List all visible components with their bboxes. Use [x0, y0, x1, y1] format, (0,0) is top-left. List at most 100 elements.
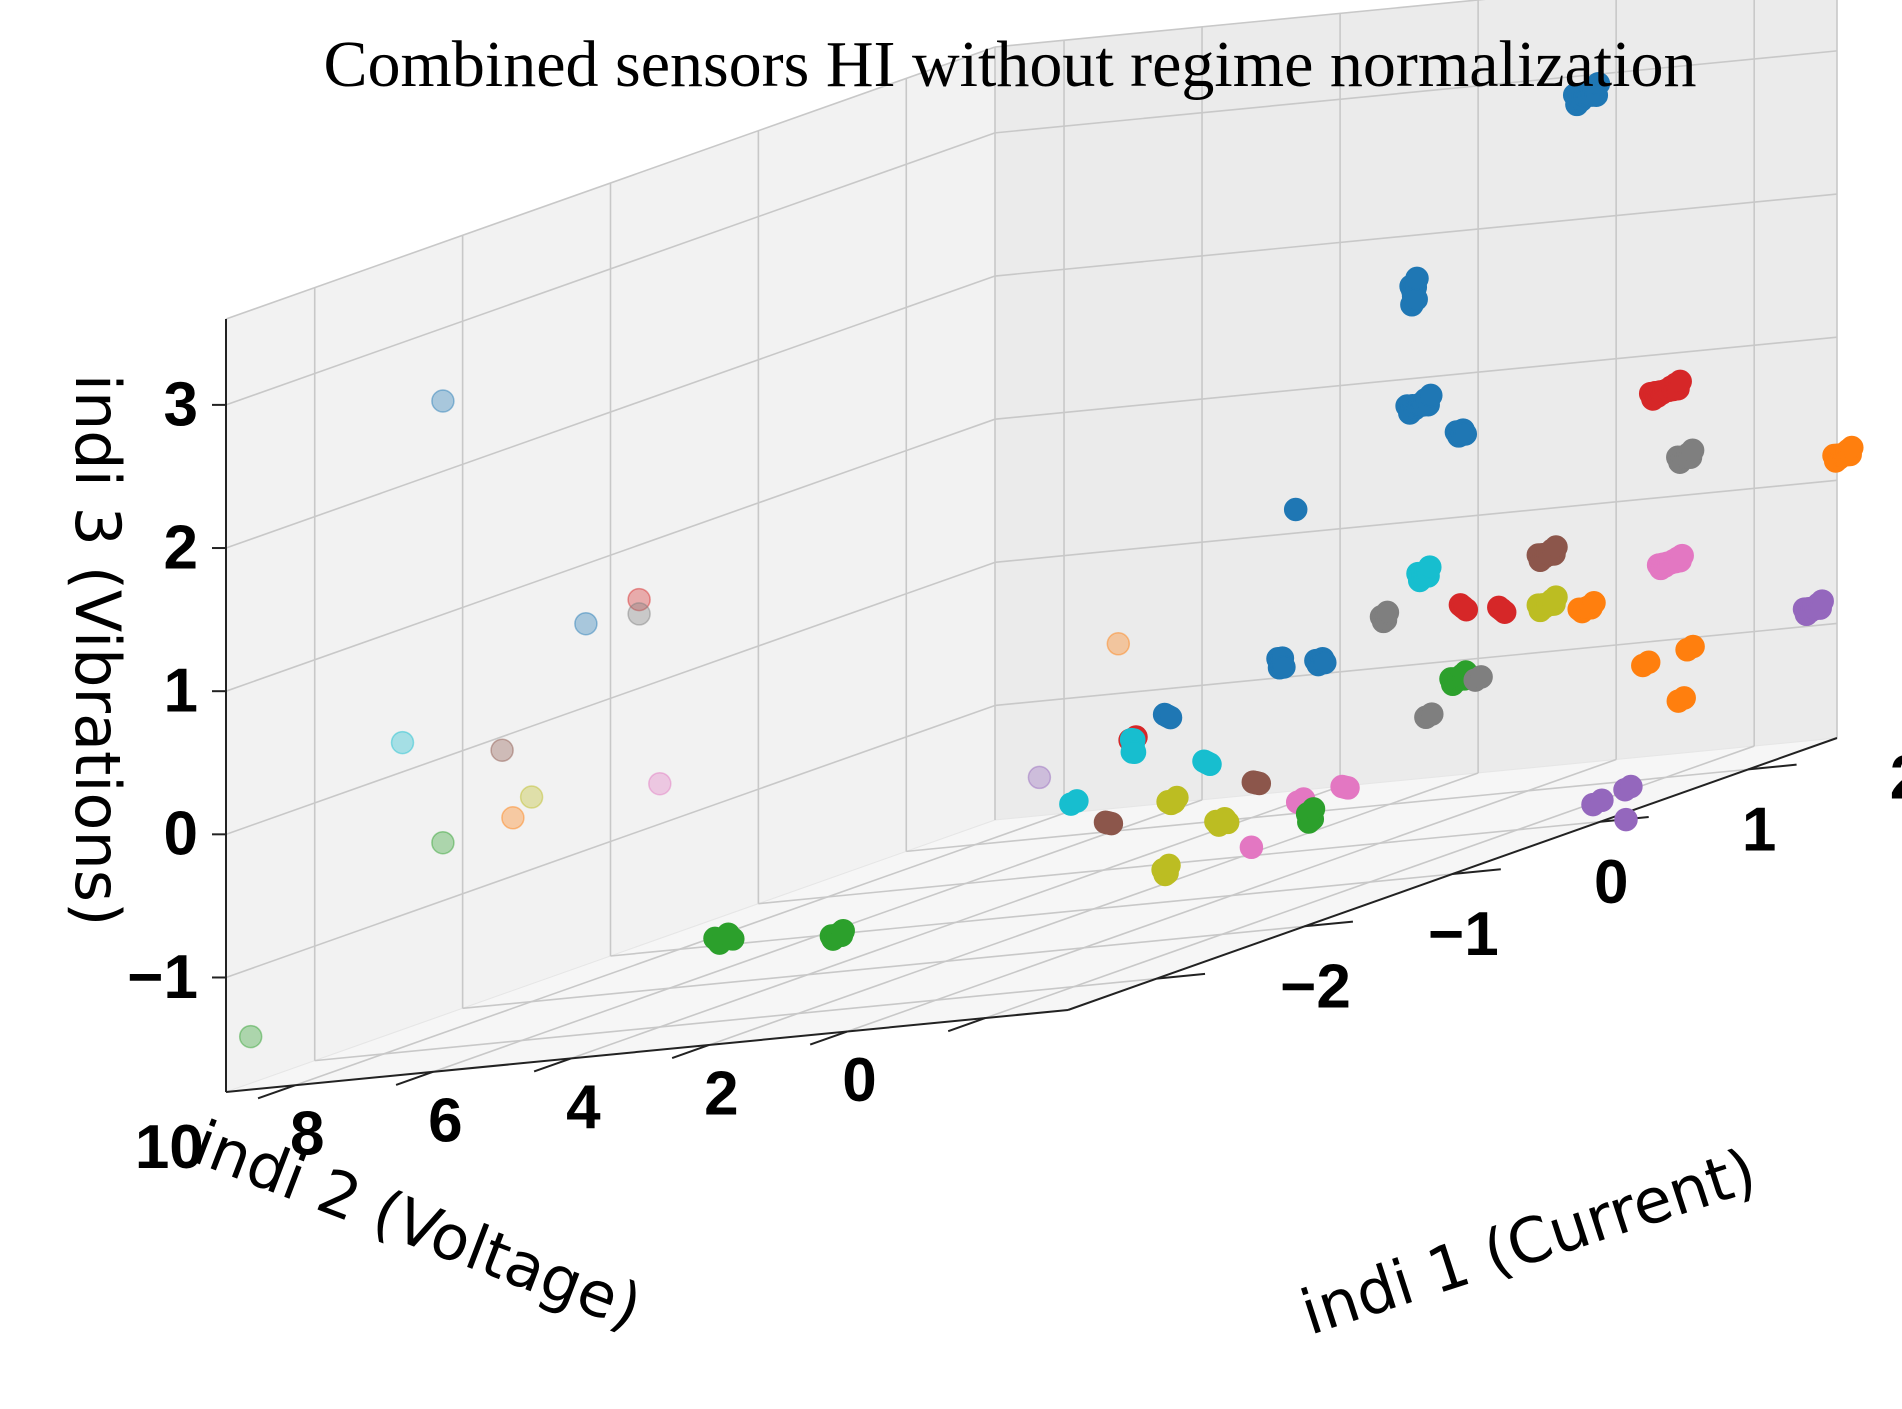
data-point-brown	[490, 738, 514, 762]
data-point-gray	[1680, 438, 1705, 463]
chart-title: Combined sensors HI without regime norma…	[324, 28, 1697, 101]
y-tick-mark	[395, 1070, 434, 1086]
grid-line-z-back-right	[994, 193, 1838, 277]
grid-line-z-back-right	[994, 50, 1838, 134]
data-point-pink	[648, 771, 672, 796]
grid-lines	[225, 0, 1838, 1092]
data-point-blue	[1272, 655, 1296, 679]
data-point-red	[627, 587, 651, 612]
data-point-red	[1454, 597, 1479, 622]
data-point-orange	[1582, 591, 1606, 615]
grid-line-y-floor	[432, 799, 1203, 1073]
data-point-purple	[1810, 589, 1834, 613]
data-point-blue	[1586, 71, 1611, 96]
x-tick-label: 2	[1890, 743, 1902, 812]
data-point-olive	[1544, 585, 1568, 609]
y-tick-label: 0	[842, 1046, 876, 1115]
y-tick-mark	[257, 1084, 296, 1100]
data-point-purple	[1619, 774, 1643, 799]
y-tick-label: 10	[135, 1113, 204, 1182]
y-axis-line	[225, 1009, 1069, 1093]
y-tick-mark	[533, 1057, 572, 1073]
data-point-cyan	[1418, 555, 1442, 579]
data-point-cyan	[1065, 789, 1089, 813]
data-point-orange	[1840, 435, 1864, 460]
x-tick-label: −2	[1280, 953, 1351, 1022]
data-point-gray	[1420, 702, 1444, 726]
x-tick-mark	[1452, 868, 1501, 875]
data-point-blue	[1419, 383, 1443, 408]
data-point-gray	[1469, 665, 1493, 689]
grid-line-z-back-left	[225, 418, 996, 692]
data-point-green	[238, 1024, 263, 1049]
data-point-olive	[1215, 810, 1240, 835]
data-point-orange	[1672, 686, 1696, 710]
pane-edge	[225, 46, 996, 320]
grid-line-z-back-right	[994, 479, 1838, 564]
data-point-green	[831, 918, 855, 943]
data-point-olive	[1165, 785, 1189, 810]
tick-labels: −2 −1 0 1 2 0 2 4 6 8 10 −1 0 1 2 3	[127, 370, 1902, 1182]
data-points	[238, 71, 1864, 1049]
x-tick-mark	[1748, 763, 1797, 771]
data-point-brown	[1247, 771, 1272, 796]
y-tick-mark	[809, 1030, 848, 1046]
data-point-blue	[1283, 497, 1308, 522]
data-point-pink	[1239, 835, 1264, 860]
data-point-olive	[519, 785, 544, 809]
data-point-cyan	[390, 730, 415, 755]
z-tick-label: 0	[164, 800, 198, 869]
data-point-blue	[574, 611, 598, 636]
data-point-blue	[1404, 287, 1428, 311]
grid-line-z-back-right	[994, 336, 1838, 420]
grid-line-x-floor	[462, 925, 1305, 1010]
z-tick-label: 2	[164, 513, 198, 582]
y-tick-label: 4	[566, 1073, 601, 1142]
y-tick-label: 6	[428, 1086, 462, 1155]
y-tick-mark	[947, 1017, 986, 1033]
data-point-green	[721, 927, 745, 951]
data-point-pink	[1336, 776, 1360, 800]
grid-line-z-back-left	[225, 704, 996, 979]
data-point-gray	[1375, 600, 1400, 625]
data-point-blue	[1158, 705, 1183, 730]
z-tick-label: 1	[164, 657, 198, 726]
data-point-green	[431, 830, 455, 855]
data-point-purple	[1614, 807, 1638, 832]
data-point-orange	[1636, 650, 1661, 674]
y-tick-label: 2	[704, 1059, 738, 1128]
y-tick-label: 8	[290, 1100, 324, 1169]
data-point-blue	[431, 389, 455, 413]
z-tick-label: 3	[164, 370, 198, 439]
grid-line-y-floor	[294, 812, 1065, 1087]
data-point-brown	[1544, 535, 1568, 559]
data-point-pink	[1670, 543, 1694, 568]
y-tick-mark	[671, 1044, 710, 1059]
data-point-orange	[501, 806, 525, 830]
data-point-red	[1668, 369, 1692, 394]
grid-line-x-floor	[610, 873, 1453, 957]
data-point-green	[1301, 797, 1326, 821]
z-axis-label: indi 3 (Vibrations)	[61, 374, 134, 927]
data-point-cyan	[1122, 740, 1147, 765]
data-point-purple	[1027, 765, 1052, 790]
grid-line-y-floor	[846, 758, 1617, 1033]
data-point-orange	[1681, 634, 1705, 659]
grid-line-x-floor	[314, 977, 1157, 1062]
grid-line-z-back-left	[225, 132, 996, 406]
x-tick-label: 1	[1742, 796, 1776, 865]
data-point-cyan	[1198, 752, 1222, 777]
data-point-olive	[1157, 853, 1181, 878]
data-point-blue	[1405, 266, 1429, 291]
data-point-blue	[1313, 650, 1337, 675]
data-point-purple	[1590, 788, 1614, 813]
data-point-brown	[1099, 811, 1124, 836]
data-point-red	[1492, 600, 1517, 624]
data-point-orange	[1106, 632, 1131, 656]
pane-edge	[994, 0, 1486, 48]
x-tick-mark	[1304, 920, 1354, 928]
grid-line-y-floor	[708, 772, 1479, 1046]
data-point-gray	[627, 602, 651, 626]
